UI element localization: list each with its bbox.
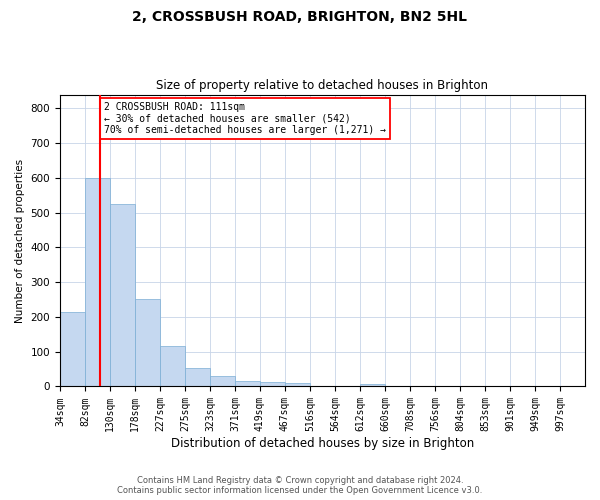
Bar xyxy=(110,204,135,386)
Bar xyxy=(185,368,210,386)
Bar xyxy=(160,346,185,387)
Bar xyxy=(235,381,260,386)
Bar xyxy=(260,382,285,386)
Bar xyxy=(60,312,85,386)
Text: 2 CROSSBUSH ROAD: 111sqm
← 30% of detached houses are smaller (542)
70% of semi-: 2 CROSSBUSH ROAD: 111sqm ← 30% of detach… xyxy=(104,102,386,134)
X-axis label: Distribution of detached houses by size in Brighton: Distribution of detached houses by size … xyxy=(171,437,474,450)
Bar xyxy=(285,384,310,386)
Bar xyxy=(135,298,160,386)
Bar xyxy=(210,376,235,386)
Text: 2, CROSSBUSH ROAD, BRIGHTON, BN2 5HL: 2, CROSSBUSH ROAD, BRIGHTON, BN2 5HL xyxy=(133,10,467,24)
Title: Size of property relative to detached houses in Brighton: Size of property relative to detached ho… xyxy=(157,79,488,92)
Bar xyxy=(85,178,110,386)
Text: Contains HM Land Registry data © Crown copyright and database right 2024.
Contai: Contains HM Land Registry data © Crown c… xyxy=(118,476,482,495)
Bar xyxy=(360,384,385,386)
Y-axis label: Number of detached properties: Number of detached properties xyxy=(15,158,25,322)
